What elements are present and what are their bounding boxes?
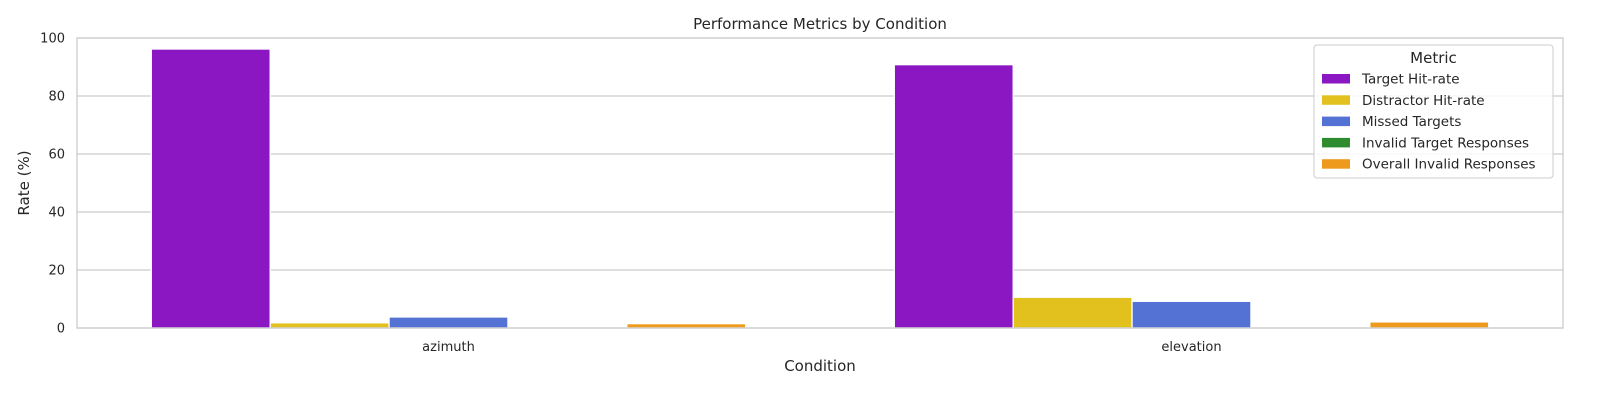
legend-swatch [1322,95,1350,105]
y-tick-label: 20 [48,264,65,279]
bar [269,322,390,329]
legend-swatch [1322,137,1350,148]
chart-title: Performance Metrics by Condition [693,15,947,33]
legend-swatch [1322,116,1350,127]
bar [1369,321,1490,329]
y-tick-label: 60 [48,148,65,163]
legend-label: Missed Targets [1362,114,1461,130]
legend: Metric Target Hit-rate Distractor Hit-rat… [1313,44,1554,179]
legend-swatch [1322,74,1350,84]
legend-label: Invalid Target Responses [1362,135,1529,151]
y-tick-labels: 0 20 40 60 80 100 [40,32,65,337]
x-tick-label: elevation [1161,340,1221,355]
x-tick-labels: azimuth elevation [422,340,1221,355]
y-axis-label: Rate (%) [15,150,33,215]
bar [626,322,747,329]
bar [893,64,1014,329]
bars [150,48,1490,329]
legend-label: Target Hit-rate [1361,72,1460,88]
legend-swatch [1322,159,1350,169]
legend-title: Metric [1410,49,1457,67]
x-axis-label: Condition [784,357,856,375]
plot-frame [76,37,1564,329]
bar [388,316,509,329]
bar [1131,300,1252,329]
legend-label: Overall Invalid Responses [1362,157,1536,173]
y-tick-label: 0 [57,322,65,337]
y-tick-label: 80 [48,90,65,105]
y-tick-label: 100 [40,32,65,47]
legend-box [1313,44,1554,179]
x-tick-label: azimuth [422,340,475,355]
bar [150,48,271,329]
y-tick-label: 40 [48,206,65,221]
legend-label: Distractor Hit-rate [1362,93,1485,109]
bar [1012,296,1133,329]
